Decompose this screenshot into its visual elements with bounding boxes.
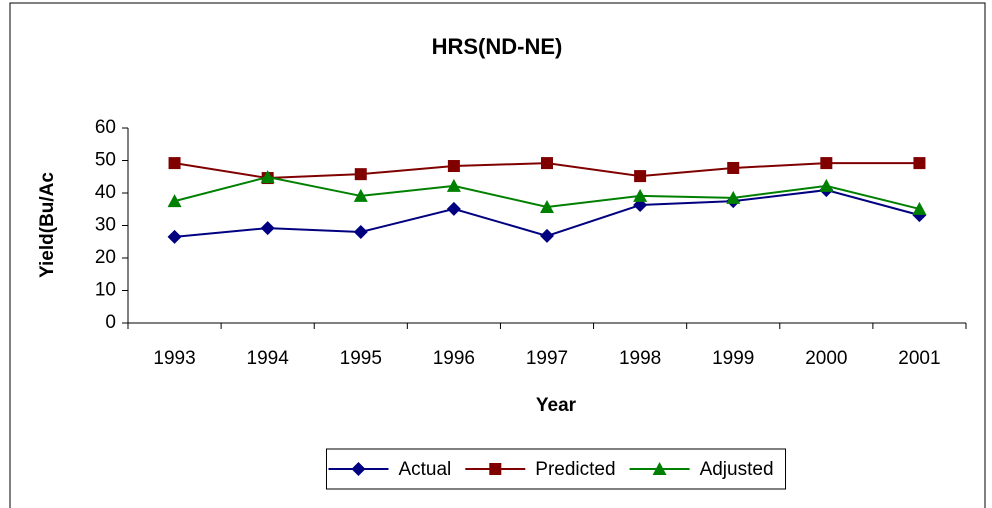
- marker: [727, 161, 740, 174]
- marker: [912, 201, 927, 215]
- chart-frame: [9, 2, 986, 508]
- marker: [540, 228, 554, 243]
- y-tick-label: 10: [95, 280, 116, 301]
- marker: [260, 221, 275, 236]
- legend: Actual Predicted Adjusted: [325, 448, 787, 490]
- marker: [541, 157, 553, 170]
- marker: [167, 229, 182, 244]
- x-tick-label: 1996: [433, 348, 475, 369]
- y-tick-label: 50: [95, 150, 116, 171]
- x-tick-label: 2000: [805, 348, 847, 369]
- y-tick-label: 60: [95, 117, 116, 138]
- marker: [820, 157, 833, 170]
- legend-marker: [652, 462, 667, 475]
- marker: [447, 160, 460, 173]
- legend-item: Predicted: [465, 459, 616, 480]
- legend-label: Adjusted: [700, 459, 774, 480]
- x-tick-label: 2001: [898, 348, 940, 369]
- x-tick-label: 1997: [526, 348, 568, 369]
- legend-item: Actual: [328, 459, 451, 480]
- y-tick-label: 40: [95, 182, 116, 203]
- y-tick-label: 0: [105, 312, 116, 333]
- x-tick-label: 1998: [619, 348, 661, 369]
- y-tick-label: 30: [95, 215, 116, 236]
- legend-box: [325, 448, 787, 490]
- x-tick-label: 1994: [247, 348, 290, 369]
- x-tick-label: 1993: [153, 348, 195, 369]
- marker: [633, 188, 648, 202]
- marker: [446, 201, 461, 216]
- marker: [260, 170, 275, 184]
- y-tick-label: 20: [95, 247, 116, 268]
- marker: [167, 194, 182, 208]
- y-axis-label: Yield(Bu/Ac: [37, 172, 58, 278]
- marker: [913, 157, 926, 170]
- x-tick-label: 1995: [340, 348, 382, 369]
- marker: [540, 199, 554, 213]
- marker: [353, 188, 368, 202]
- legend-marker: [351, 462, 366, 476]
- x-tick-label: 1999: [712, 348, 754, 369]
- legend-label: Predicted: [535, 459, 615, 480]
- marker: [354, 168, 367, 181]
- x-axis-label: Year: [536, 395, 577, 416]
- chart-title: HRS(ND-NE): [432, 34, 563, 59]
- marker: [726, 190, 741, 204]
- marker: [819, 178, 834, 192]
- marker: [634, 170, 647, 183]
- marker: [353, 225, 368, 239]
- legend-marker: [489, 463, 502, 475]
- marker: [168, 157, 181, 170]
- legend-item: Adjusted: [629, 459, 774, 480]
- marker: [446, 178, 461, 192]
- legend-label: Actual: [398, 459, 451, 480]
